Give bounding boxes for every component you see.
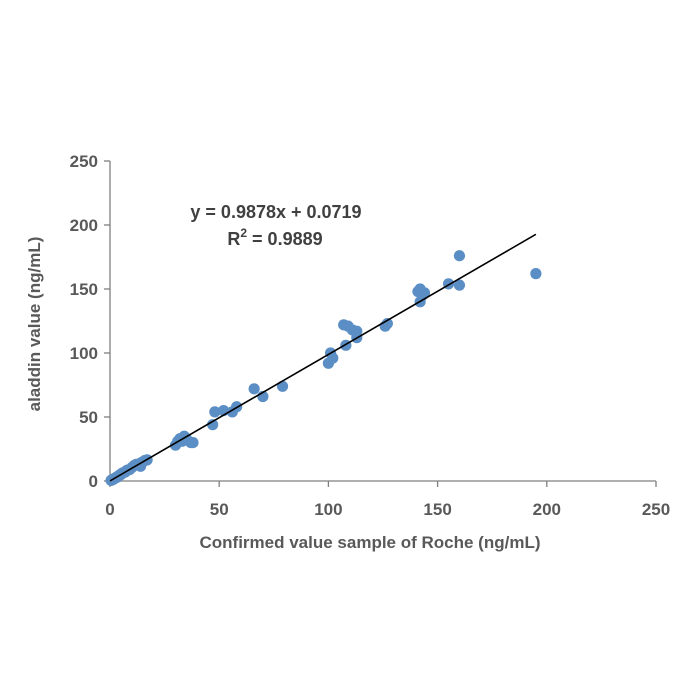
data-point — [209, 406, 221, 418]
data-points — [105, 250, 542, 486]
data-point — [276, 380, 289, 392]
r-squared-prefix: R — [227, 229, 240, 249]
y-tick-label: 50 — [79, 408, 98, 427]
data-point — [453, 279, 466, 291]
trendline — [109, 233, 537, 482]
ticks: 0 50 100 150 200 250 0 50 100 150 200 250 — [70, 152, 671, 519]
y-axis-title: aladdin value (ng/mL) — [25, 237, 44, 412]
y-tick-label: 0 — [89, 472, 98, 491]
data-point — [351, 325, 363, 337]
x-axis-title: Confirmed value sample of Roche (ng/mL) — [200, 533, 541, 552]
data-point — [187, 437, 199, 449]
y-tick-label: 150 — [70, 280, 98, 299]
r-squared-superscript: 2 — [240, 226, 247, 240]
data-point — [207, 419, 219, 431]
y-tick-label: 250 — [70, 152, 98, 171]
data-point — [134, 460, 147, 472]
x-tick-label: 150 — [423, 500, 451, 519]
y-tick-label: 200 — [70, 216, 98, 235]
x-tick-label: 100 — [314, 500, 342, 519]
data-point — [418, 287, 431, 299]
x-tick-label: 250 — [642, 500, 670, 519]
r-squared-label: R2 = 0.9889 — [227, 226, 322, 249]
data-point — [381, 317, 393, 330]
data-point — [327, 352, 339, 364]
trendline-equation: y = 0.9878x + 0.0719 — [190, 202, 361, 222]
r-squared-value: = 0.9889 — [247, 229, 323, 249]
x-tick-label: 200 — [533, 500, 561, 519]
data-point — [453, 250, 466, 262]
data-point — [248, 383, 260, 395]
data-point — [530, 268, 542, 280]
x-tick-label: 0 — [105, 500, 114, 519]
x-tick-label: 50 — [210, 500, 229, 519]
y-tick-label: 100 — [70, 344, 98, 363]
axes — [109, 161, 656, 482]
